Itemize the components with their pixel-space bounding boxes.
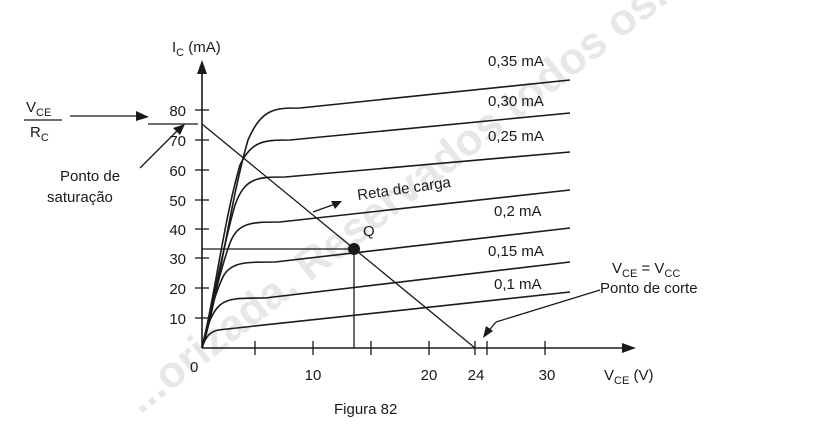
- saturation-label-line2: saturação: [47, 189, 113, 206]
- y-tick-label: 30: [169, 251, 186, 268]
- curve-label: 0,2 mA: [494, 203, 542, 220]
- x-tick-label: 30: [539, 367, 556, 384]
- x-axis-arrow-icon: [622, 343, 636, 353]
- y-tick-label: 60: [169, 163, 186, 180]
- x-tick-label: 10: [305, 367, 322, 384]
- arrow-icon: [136, 111, 149, 121]
- x-axis-title: VCE (V): [604, 367, 653, 387]
- curve-0-1ma: [201, 261, 571, 349]
- y-tick-label: 20: [169, 281, 186, 298]
- figure-caption: Figura 82: [334, 401, 397, 418]
- x-tick-label: 24: [468, 367, 485, 384]
- y-tick-label: 80: [169, 103, 186, 120]
- y-tick-label: 40: [169, 222, 186, 239]
- curve-0-15ma: [201, 227, 571, 349]
- y-axis-title: IC (mA): [172, 39, 221, 59]
- curve-base: [201, 291, 571, 349]
- curve-label: 0,15 mA: [488, 243, 544, 260]
- saturation-label-pointer: [139, 127, 181, 169]
- cutoff-label: Ponto de corte: [600, 280, 698, 297]
- saturation-fraction-denominator: RC: [30, 124, 49, 144]
- saturation-label-line1: Ponto de: [60, 168, 120, 185]
- load-line: [201, 123, 476, 349]
- curve-label: 0,25 mA: [488, 128, 544, 145]
- cutoff-pointer: [495, 289, 601, 323]
- y-tick-label: 50: [169, 193, 186, 210]
- y-axis-arrow-icon: [197, 60, 207, 74]
- curve-label: 0,1 mA: [494, 276, 542, 293]
- y-tick-marks: [195, 109, 209, 319]
- q-point-label: Q: [363, 223, 375, 240]
- y-tick-label: 70: [169, 133, 186, 150]
- cutoff-equation: VCE = VCC: [612, 260, 680, 280]
- curve-label: 0,30 mA: [488, 93, 544, 110]
- arrow-icon: [483, 326, 493, 338]
- curve-label: 0,35 mA: [488, 53, 544, 70]
- saturation-fraction-numerator: VCE: [26, 99, 51, 119]
- arrow-icon: [173, 124, 185, 135]
- x-tick-label: 20: [421, 367, 438, 384]
- origin-label: 0: [190, 359, 198, 376]
- q-point-marker: [348, 243, 360, 255]
- arrow-icon: [331, 201, 342, 209]
- y-tick-label: 10: [169, 311, 186, 328]
